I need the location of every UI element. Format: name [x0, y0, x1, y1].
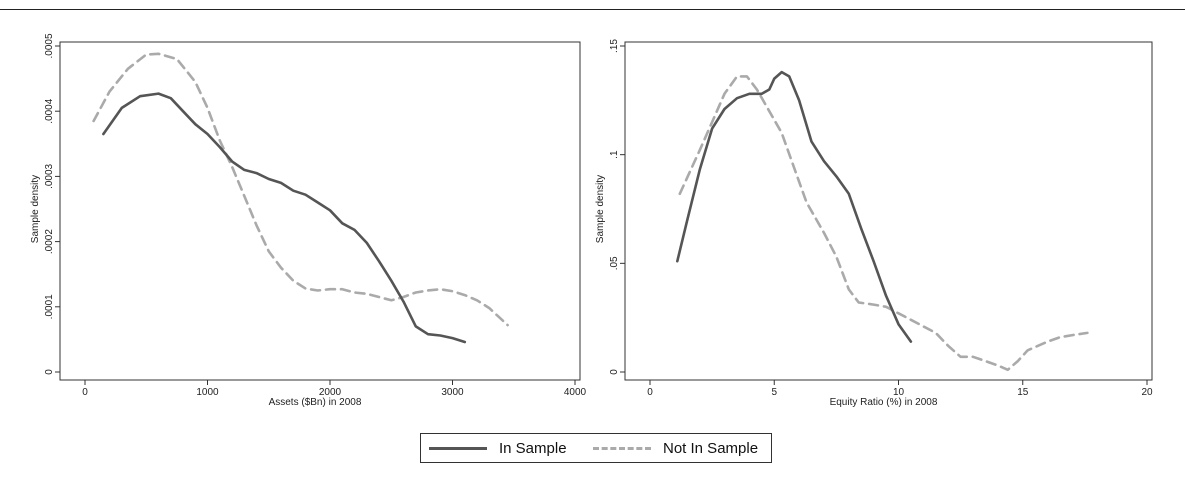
legend-swatch-in-sample	[429, 446, 487, 450]
top-rule	[0, 9, 1185, 10]
series-line-not-in-sample	[92, 52, 509, 327]
x-tick-label: 20	[1141, 387, 1153, 398]
equity-ratio-density-panel: 0 5 10 15 20 0 .05 .1 .15 Equity Ratio (%) in 200…	[595, 39, 1153, 408]
y-tick-label: .05	[609, 256, 620, 270]
y-axis-label: Sample density	[595, 175, 606, 243]
y-tick-label: 0	[609, 369, 620, 375]
legend-label-in-sample: In Sample	[499, 439, 567, 457]
plot-frame	[624, 41, 1153, 381]
series-line-in-sample	[102, 92, 467, 344]
x-tick-label: 3000	[441, 387, 464, 398]
y-tick-label: .0005	[44, 33, 55, 58]
plot-frame	[59, 41, 581, 381]
legend: In Sample Not In Sample	[420, 433, 772, 463]
assets-density-panel: 0 1000 2000 3000 4000 0 .0001 .0002 .0003 .0004 .0…	[30, 33, 587, 408]
series-line-not-in-sample	[678, 75, 1089, 372]
legend-item-in-sample: In Sample	[429, 434, 567, 462]
y-tick-label: .15	[609, 39, 620, 53]
x-tick-label: 15	[1017, 387, 1029, 398]
figure: 0 1000 2000 3000 40000.0001.0002.0003.0004.0…	[30, 33, 1153, 408]
y-tick-label: .1	[609, 150, 620, 159]
legend-swatch-not-in-sample	[593, 446, 651, 450]
x-tick-label: 1000	[196, 387, 219, 398]
x-axis-label: Assets ($Bn) in 2008	[269, 397, 362, 408]
x-tick-label: 0	[82, 387, 88, 398]
y-tick-label: 0	[44, 369, 55, 375]
y-axis-label: Sample density	[30, 175, 41, 243]
legend-label-not-in-sample: Not In Sample	[663, 439, 759, 457]
x-tick-label: 10	[893, 387, 905, 398]
legend-item-not-in-sample: Not In Sample	[593, 434, 758, 462]
series-line-in-sample	[675, 70, 913, 343]
x-tick-label: 2000	[319, 387, 342, 398]
y-tick-label: .0004	[44, 98, 55, 123]
x-tick-label: 4000	[564, 387, 587, 398]
x-axis-label: Equity Ratio (%) in 2008	[830, 397, 938, 408]
y-tick-label: .0003	[44, 163, 55, 188]
y-tick-label: .0002	[44, 229, 55, 254]
y-tick-label: .0001	[44, 294, 55, 319]
x-tick-label: 0	[647, 387, 653, 398]
x-tick-label: 5	[771, 387, 777, 398]
